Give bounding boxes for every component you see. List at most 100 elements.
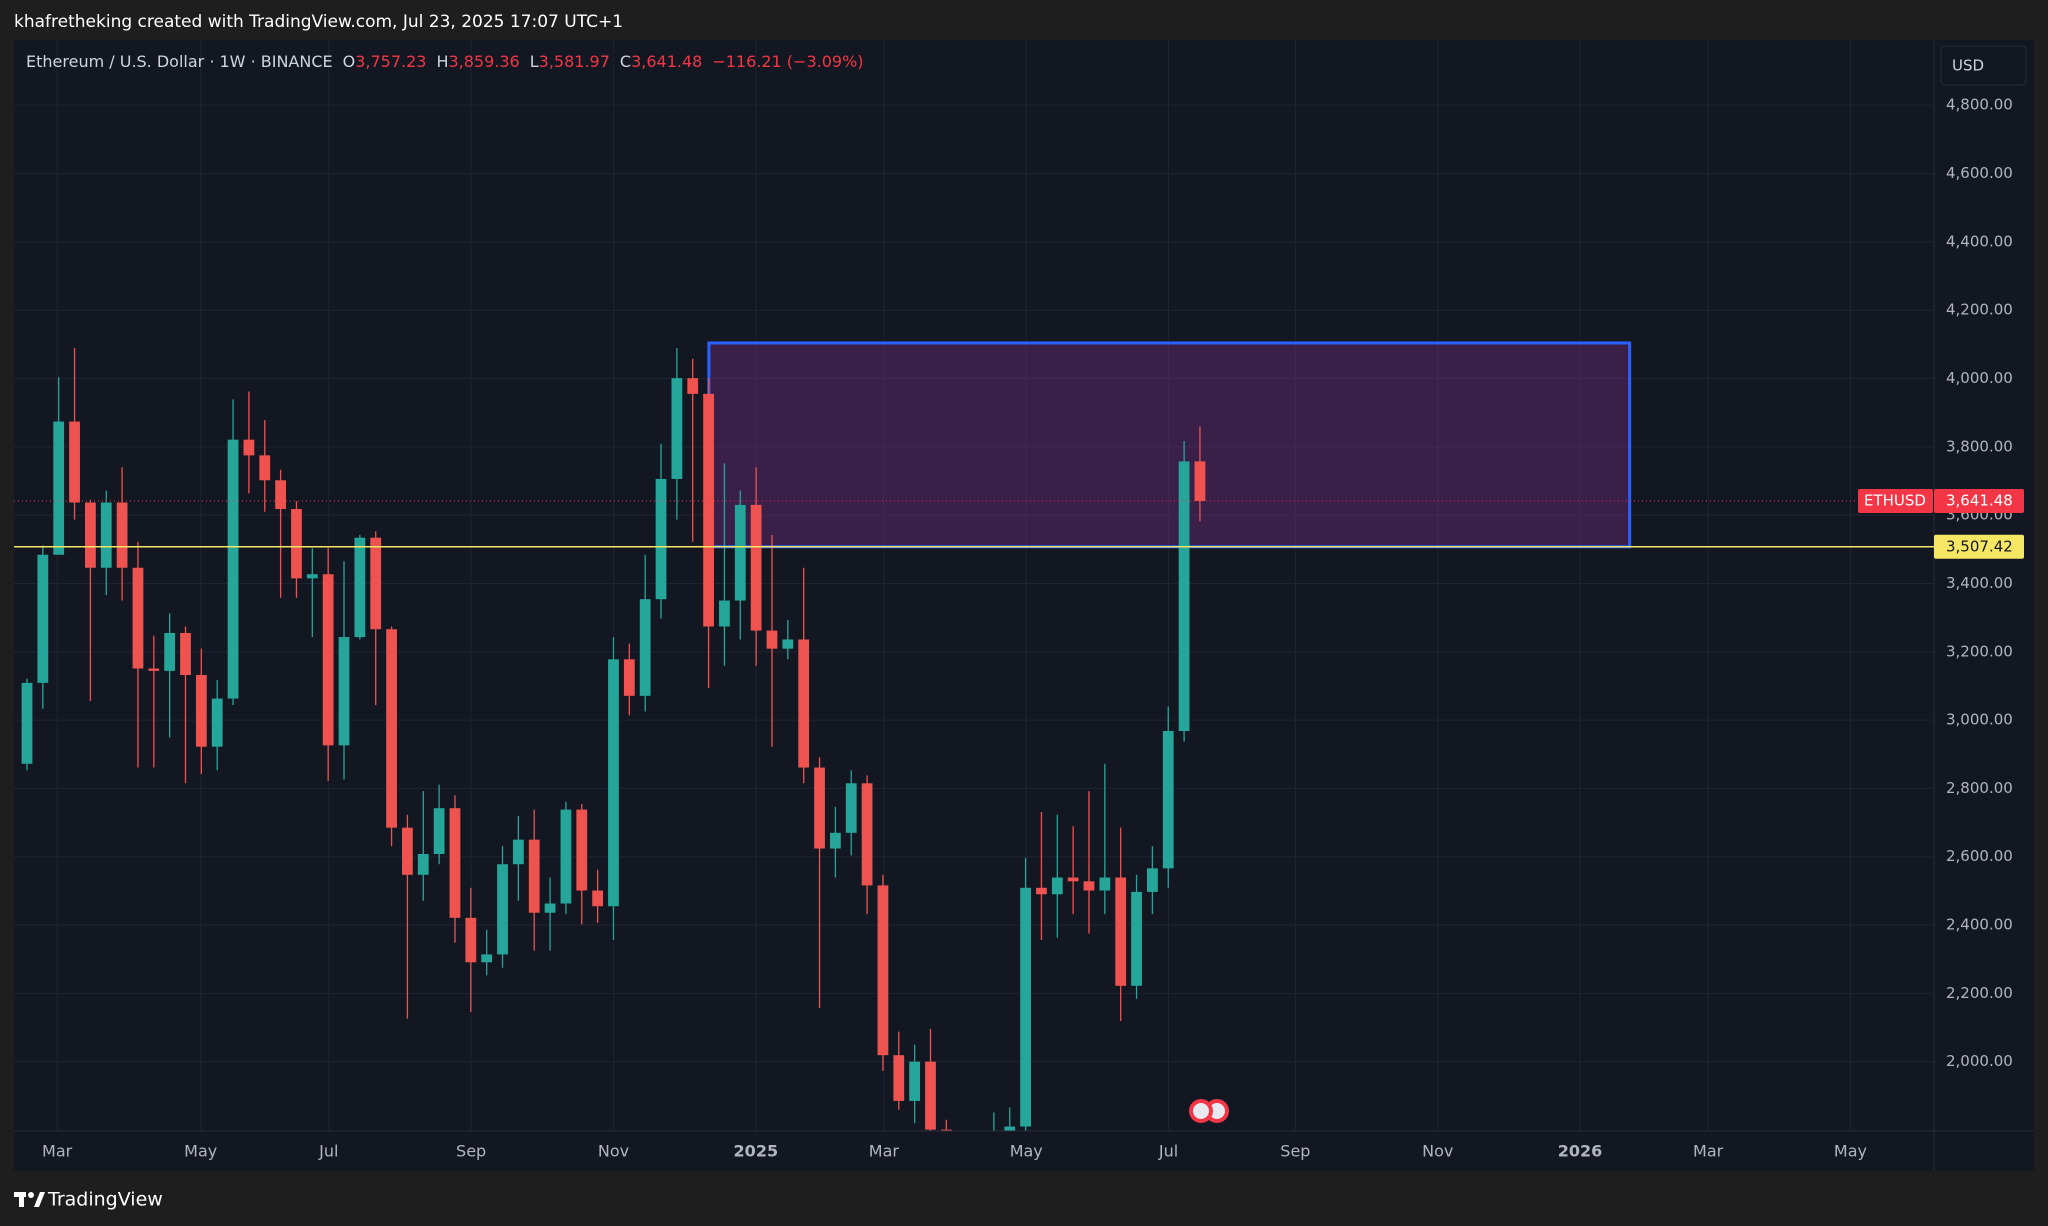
y-tick-label: 2,200.00 [1946, 984, 2013, 1002]
event-flags [1189, 1099, 1229, 1123]
candle-body [69, 421, 80, 503]
y-tick-label: 4,000.00 [1946, 369, 2013, 387]
candle-body [227, 439, 239, 699]
x-tick-label: Jul [1158, 1142, 1178, 1161]
candle-body [449, 808, 461, 918]
candle-body [893, 1055, 905, 1101]
symbol-label: ETHUSD [1864, 491, 1926, 509]
y-tick-label: 2,600.00 [1946, 847, 2013, 865]
candle-body [1020, 887, 1031, 1127]
low-label: L [529, 52, 539, 71]
x-tick-label: Mar [1693, 1142, 1724, 1161]
candle-body [322, 574, 334, 746]
candle-body [877, 885, 889, 1056]
candle-body [1067, 877, 1079, 882]
candle-body [132, 567, 144, 669]
candle-body [291, 508, 302, 579]
candle-body [845, 783, 857, 833]
candle-body [782, 639, 794, 649]
low-value: 3,581.97 [538, 52, 610, 71]
x-tick-label: Sep [1280, 1142, 1310, 1161]
x-tick-label: 2026 [1558, 1142, 1603, 1161]
last-price-box [1934, 488, 2024, 513]
x-tick-label: May [1834, 1142, 1867, 1161]
plot-area [14, 40, 1934, 1131]
y-tick-label: 2,400.00 [1946, 916, 2013, 934]
candle-body [1036, 887, 1047, 895]
candle-body [1194, 461, 1206, 501]
currency-button[interactable] [1940, 45, 2027, 86]
candle-body [687, 378, 699, 394]
high-value: 3,859.36 [448, 52, 520, 71]
y-tick-label: 2,000.00 [1946, 1052, 2013, 1070]
candle-body [417, 853, 429, 875]
candle-body [750, 504, 762, 631]
symbol-label-box [1858, 488, 1933, 513]
candle-body [148, 668, 160, 671]
candle-body [655, 478, 667, 600]
candle-body [576, 809, 588, 891]
brand-logo [14, 1192, 45, 1207]
candle-body [37, 554, 49, 683]
candle-body [623, 659, 635, 696]
y-tick-label: 4,400.00 [1946, 232, 2013, 250]
candle-body [481, 954, 493, 963]
candle-body [560, 809, 572, 904]
x-tick-label: Sep [456, 1142, 486, 1161]
open-label: O [342, 52, 356, 71]
candle-body [370, 537, 382, 630]
y-tick-label: 3,200.00 [1946, 642, 2013, 660]
candle-body [1147, 868, 1158, 892]
brand: TradingView [47, 1189, 163, 1211]
candle-body [719, 600, 730, 627]
change: −116.21 (−3.09%) [712, 52, 864, 71]
x-tick-label: Nov [598, 1142, 629, 1161]
candle-body [798, 639, 810, 768]
candle-body [433, 808, 445, 854]
candle-body [243, 439, 255, 456]
candle-body [592, 890, 604, 907]
candle-body [512, 839, 524, 865]
candle-body [402, 827, 413, 875]
candle-body [1051, 877, 1063, 895]
candle-body [1162, 731, 1174, 869]
y-tick-label: 4,200.00 [1946, 301, 2013, 319]
candle-body [1131, 891, 1142, 986]
level-label: 3,507.42 [1946, 537, 2013, 555]
candle-body [354, 537, 366, 638]
candle-body [861, 783, 873, 886]
candle-body [21, 682, 33, 764]
last-price-label: 3,641.48 [1946, 491, 2013, 509]
candle-body [1004, 1126, 1016, 1131]
y-tick-label: 3,000.00 [1946, 711, 2013, 729]
high-label: H [436, 52, 449, 71]
candle-body [1083, 881, 1095, 891]
candle-body [386, 629, 397, 828]
candle-body [85, 502, 96, 568]
candle-body [925, 1061, 936, 1130]
candle-body [164, 632, 176, 671]
zone [707, 341, 1632, 549]
candle-body [814, 767, 825, 849]
legend: Ethereum / U.S. Dollar · 1W · BINANCE O3,… [26, 52, 864, 71]
candle-body [306, 574, 318, 579]
candle-body [180, 632, 191, 675]
x-tick-label: Nov [1422, 1142, 1453, 1161]
x-tick-label: May [184, 1142, 217, 1161]
candle-body [338, 637, 350, 746]
y-tick-label: 3,400.00 [1946, 574, 2013, 592]
candle-body [671, 378, 683, 479]
currency: USD [1952, 57, 1984, 75]
x-tick-label: Jul [318, 1142, 338, 1161]
candle-body [829, 832, 841, 849]
candle-body [608, 659, 619, 907]
candle-body [465, 917, 477, 963]
candle-body [1099, 877, 1111, 891]
candle-body [259, 455, 271, 481]
candle-body [497, 864, 508, 955]
open-value: 3,757.23 [355, 52, 427, 71]
candle-body [211, 698, 223, 747]
candle-body [275, 480, 286, 509]
candle-body [639, 599, 651, 696]
